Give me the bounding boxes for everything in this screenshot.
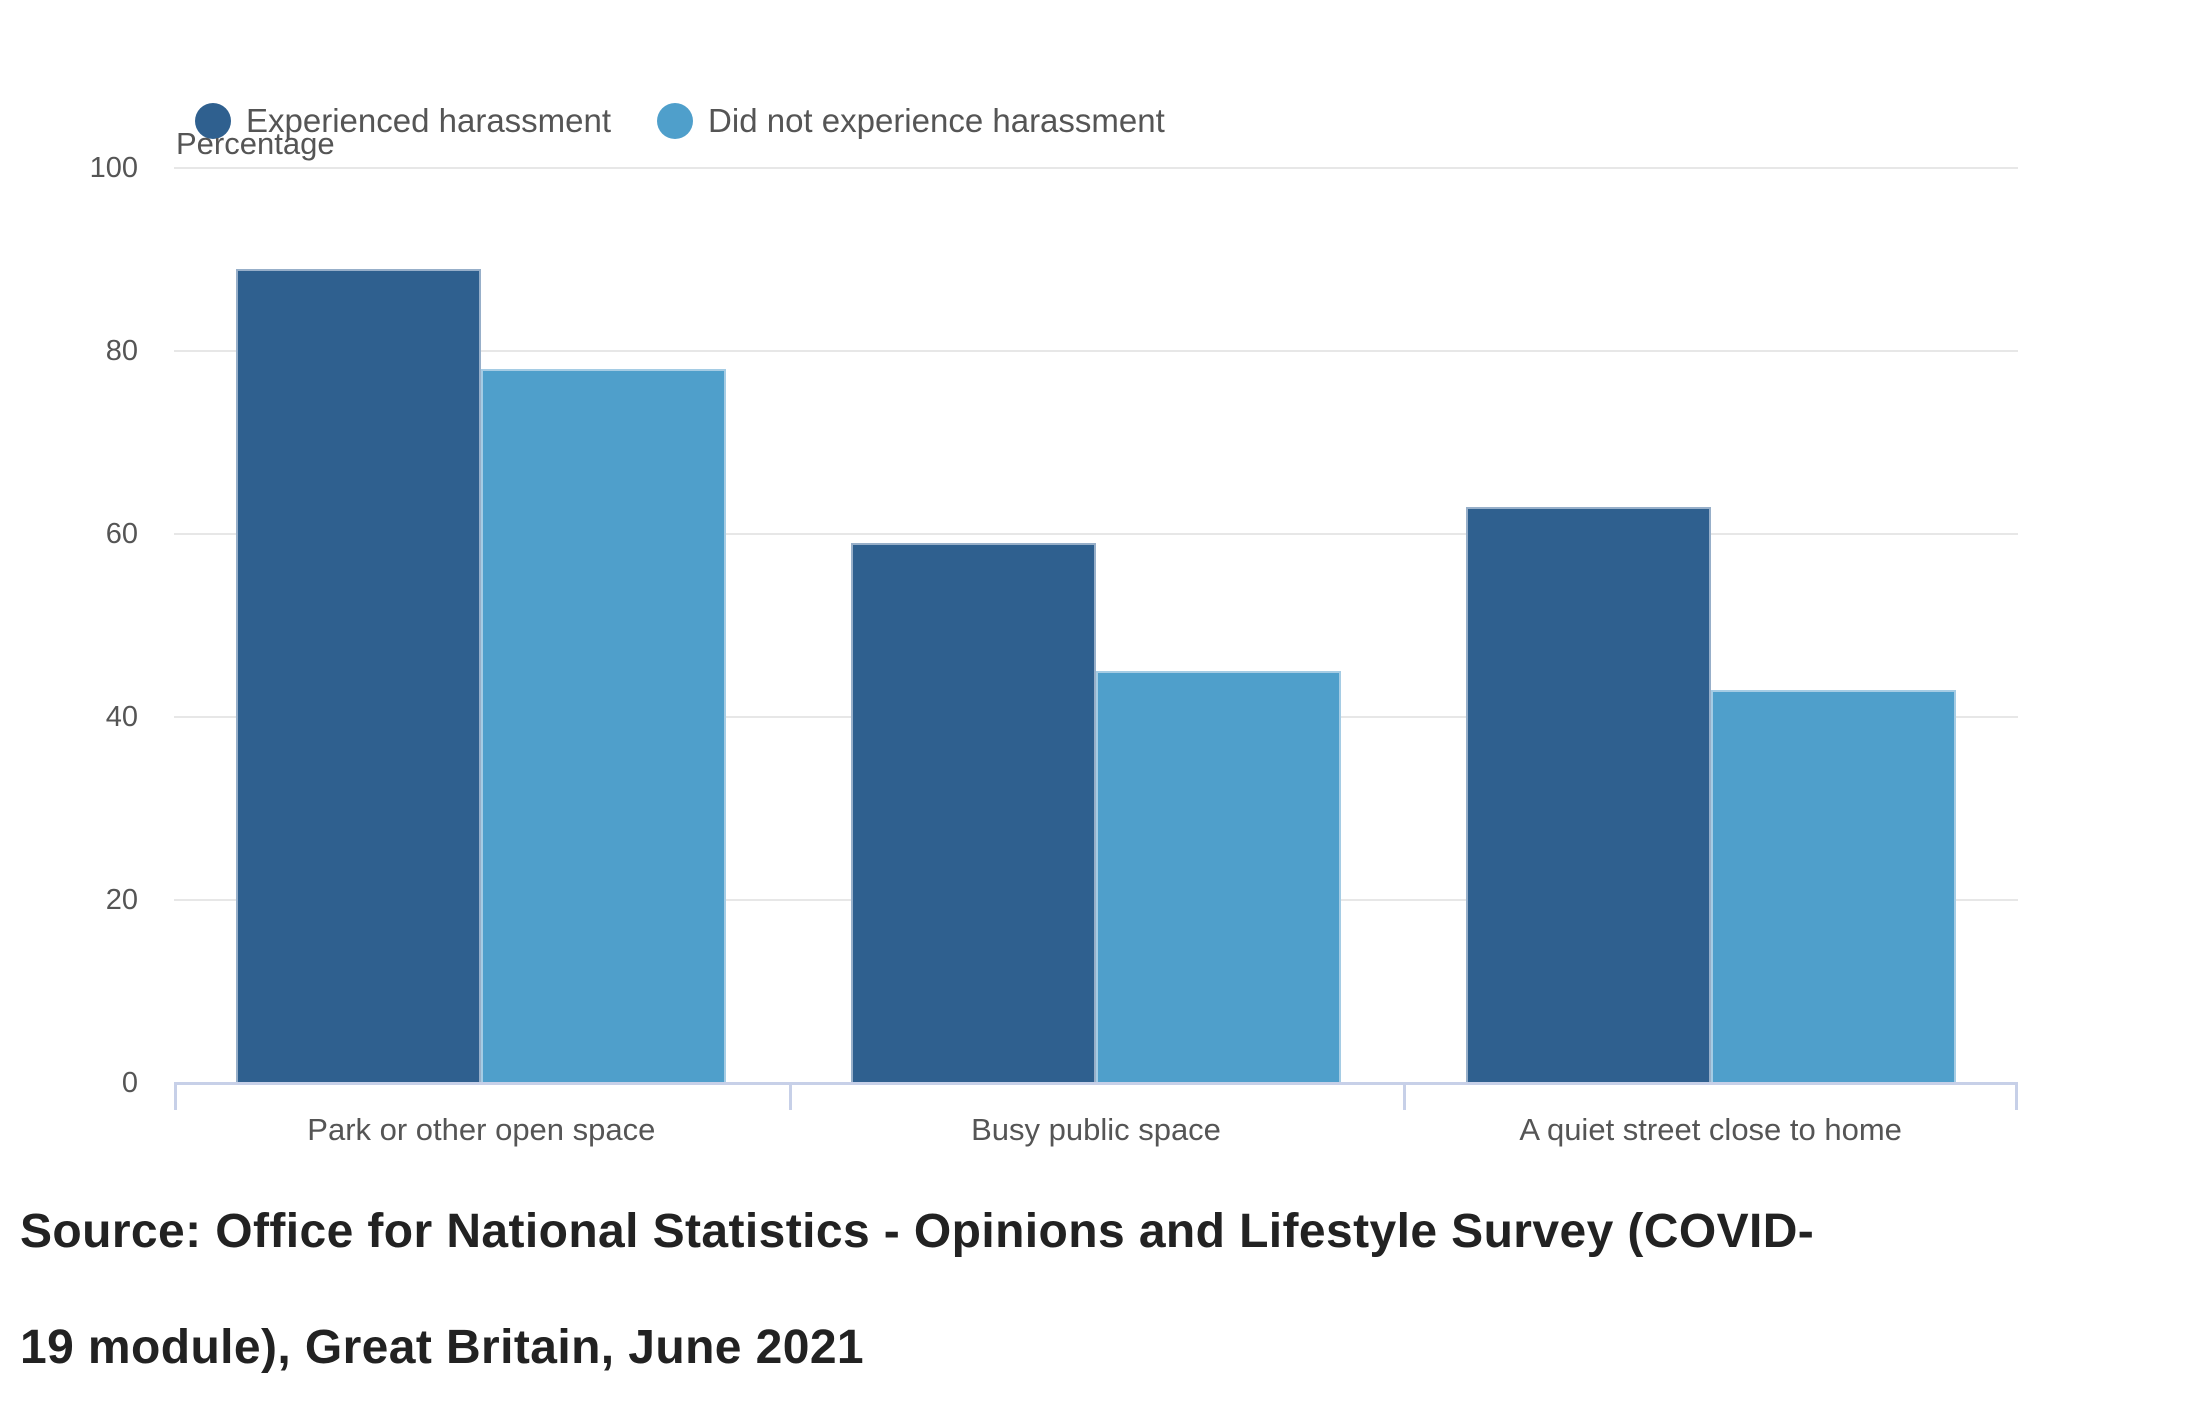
legend-item-did-not-experience-harassment[interactable]: Did not experience harassment (657, 102, 1165, 140)
source-caption-line-2: 19 module), Great Britain, June 2021 (20, 1321, 865, 1374)
y-tick-label-80: 80 (105, 335, 138, 367)
y-tick-label-40: 40 (105, 701, 138, 733)
bar-experienced-harassment-park-or-other-open-space[interactable] (236, 268, 482, 1083)
legend-dot-icon (657, 103, 694, 139)
y-tick-label-0: 0 (121, 1067, 138, 1099)
y-tick-label-20: 20 (105, 884, 138, 916)
bar-experienced-harassment-busy-public-space[interactable] (851, 543, 1096, 1083)
gridline-80 (174, 350, 2018, 352)
x-axis-tick (2015, 1083, 2018, 1110)
plot-area (174, 167, 2018, 1110)
x-axis-line (174, 1082, 2018, 1085)
bar-experienced-harassment-a-quiet-street-close-to-home[interactable] (1465, 506, 1711, 1083)
x-category-label-busy-public-space: Busy public space (971, 1112, 1221, 1147)
x-axis-tick (788, 1083, 792, 1110)
x-category-label-a-quiet-street-close-to-home: A quiet street close to home (1519, 1112, 1902, 1147)
legend-label: Experienced harassment (246, 102, 612, 139)
chart-legend: Experienced harassment Did not experienc… (195, 102, 1165, 140)
gridline-100 (174, 167, 2018, 169)
y-tick-label-100: 100 (89, 152, 138, 184)
y-axis-title: Percentage (176, 126, 335, 161)
x-axis-tick (174, 1083, 177, 1110)
legend-dot-icon (195, 103, 231, 139)
bar-did-not-experience-harassment-a-quiet-street-close-to-home[interactable] (1710, 689, 1956, 1083)
source-caption-line-1: Source: Office for National Statistics -… (20, 1205, 1815, 1258)
y-tick-label-60: 60 (105, 518, 138, 550)
x-category-label-park-or-other-open-space: Park or other open space (307, 1112, 656, 1147)
legend-item-experienced-harassment[interactable]: Experienced harassment (195, 102, 611, 140)
bar-did-not-experience-harassment-busy-public-space[interactable] (1096, 671, 1341, 1083)
bar-did-not-experience-harassment-park-or-other-open-space[interactable] (481, 369, 727, 1083)
legend-label: Did not experience harassment (708, 102, 1165, 139)
x-axis-tick (1403, 1083, 1407, 1110)
gridline-60 (174, 533, 2018, 535)
